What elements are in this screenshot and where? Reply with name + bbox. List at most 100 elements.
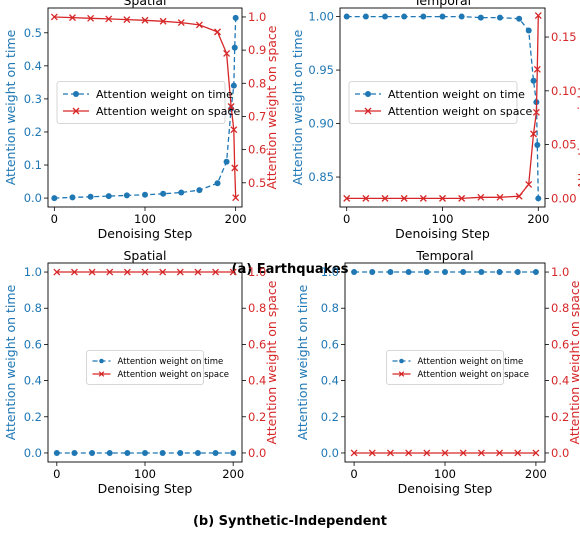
data-point xyxy=(71,449,78,456)
axes-frame xyxy=(344,262,546,463)
series-line xyxy=(54,17,237,199)
axes-frame xyxy=(47,7,243,208)
panel-title: Spatial xyxy=(123,0,166,8)
data-point xyxy=(53,268,61,276)
legend-marker xyxy=(365,91,371,97)
y-right-tick-label: 0.9 xyxy=(248,43,266,57)
data-point xyxy=(400,194,408,202)
legend-marker xyxy=(364,107,372,115)
data-point xyxy=(458,194,466,202)
series-time xyxy=(343,13,542,202)
plot-area xyxy=(50,13,240,202)
data-point xyxy=(178,189,185,196)
x-axis-label: Denoising Step xyxy=(98,226,193,241)
x-tick-label: 100 xyxy=(432,212,454,226)
data-point xyxy=(177,19,185,27)
x-tick-label: 0 xyxy=(53,467,60,481)
legend-label-space: Attention weight on space xyxy=(388,105,533,118)
y-left-tick-label: 0.0 xyxy=(24,446,42,460)
data-point xyxy=(530,130,537,138)
y-right-tick-label: 0.8 xyxy=(248,76,266,90)
legend-label-time: Attention weight on time xyxy=(418,357,524,367)
legend: Attention weight on time Attention weight… xyxy=(56,81,241,124)
legend-marker xyxy=(99,358,104,364)
plot-area xyxy=(343,12,542,202)
data-point xyxy=(534,12,542,19)
y-left-tick-label: 0.0 xyxy=(321,446,339,460)
data-point xyxy=(532,108,540,116)
x-axis-label: Denoising Step xyxy=(398,481,493,496)
series-space xyxy=(350,449,540,457)
legend-marker xyxy=(399,358,404,364)
data-point xyxy=(212,268,220,276)
y-right-tick-label: 0.15 xyxy=(551,30,577,44)
series-time xyxy=(351,269,539,276)
data-point xyxy=(124,449,131,456)
y-left-tick-label: 0.6 xyxy=(321,337,339,351)
legend-label-time: Attention weight on time xyxy=(96,88,233,101)
panel-earthquakes-temporal: Temporal 0 100 200 Denoising Step 0.85 0.90 0.9… xyxy=(290,0,580,241)
plot-area xyxy=(53,268,237,456)
x-tick-label: 100 xyxy=(434,467,456,481)
data-point xyxy=(368,449,376,457)
y-left-axis-label: Attention weight on time xyxy=(3,29,18,185)
y-right-axis-label: Attention weight on space xyxy=(264,280,279,444)
data-point xyxy=(496,449,504,457)
y-left-tick-label: 0.2 xyxy=(321,410,339,424)
y-left-tick-label: 0.2 xyxy=(24,125,42,139)
y-left-tick-label: 0.0 xyxy=(24,191,42,205)
data-point xyxy=(514,449,522,457)
x-tick-label: 200 xyxy=(225,212,247,226)
y-right-tick-label: 0.0 xyxy=(551,446,569,460)
x-axis-label: Denoising Step xyxy=(98,481,193,496)
y-right-tick-label: 0.00 xyxy=(551,191,577,205)
data-point xyxy=(362,13,369,20)
caption-earthquakes: (a) Earthquakes xyxy=(232,262,349,277)
y-right-tick-label: 0.8 xyxy=(551,301,569,315)
data-point xyxy=(478,269,485,276)
data-point xyxy=(223,158,230,165)
x-tick-label: 100 xyxy=(134,212,156,226)
y-left-tick-label: 0.4 xyxy=(24,374,42,388)
y-right-tick-label: 0.6 xyxy=(551,337,569,351)
y-left-tick-label: 1.0 xyxy=(321,265,339,279)
data-point xyxy=(459,449,467,457)
series-space xyxy=(50,13,240,202)
panel-title: Spatial xyxy=(123,248,166,263)
legend-label-space: Attention weight on space xyxy=(118,370,230,380)
data-point xyxy=(516,15,523,22)
data-point xyxy=(525,180,533,188)
y-left-axis-label: Attention weight on time xyxy=(3,284,18,440)
data-point xyxy=(70,268,78,276)
data-point xyxy=(496,269,503,276)
data-point xyxy=(194,268,202,276)
y-right-tick-label: 1.0 xyxy=(551,265,569,279)
series-line xyxy=(346,15,539,199)
data-point xyxy=(439,194,446,202)
y-right-tick-label: 0.4 xyxy=(248,374,266,388)
y-left-tick-label: 1.0 xyxy=(24,265,42,279)
y-right-axis-label: Attention weight on space xyxy=(264,25,279,189)
data-point xyxy=(362,194,370,202)
data-point xyxy=(458,13,465,20)
x-tick-label: 0 xyxy=(350,467,357,481)
data-point xyxy=(530,77,537,84)
y-right-tick-label: 0.5 xyxy=(248,176,266,190)
legend-label-time: Attention weight on time xyxy=(118,357,224,367)
data-point xyxy=(212,449,219,456)
panel-title: Temporal xyxy=(413,0,471,8)
plot-area xyxy=(350,269,540,457)
caption-synthetic-independent: (b) Synthetic-Independent xyxy=(193,514,387,529)
y-right-axis-label: Attention weight on space xyxy=(567,280,580,444)
data-point xyxy=(194,449,201,456)
data-point xyxy=(442,269,448,276)
data-point xyxy=(423,449,431,457)
y-left-tick-label: 0.95 xyxy=(308,63,334,77)
y-left-tick-label: 0.8 xyxy=(321,301,339,315)
series-space xyxy=(53,268,237,276)
data-point xyxy=(525,27,532,34)
data-point xyxy=(477,193,485,201)
y-left-tick-label: 0.4 xyxy=(24,59,42,73)
panel-synthetic-spatial: Spatial 0 100 200 Denoising Step 0.0 0.2 0.4 0.6… xyxy=(3,248,279,496)
data-point xyxy=(350,449,358,457)
